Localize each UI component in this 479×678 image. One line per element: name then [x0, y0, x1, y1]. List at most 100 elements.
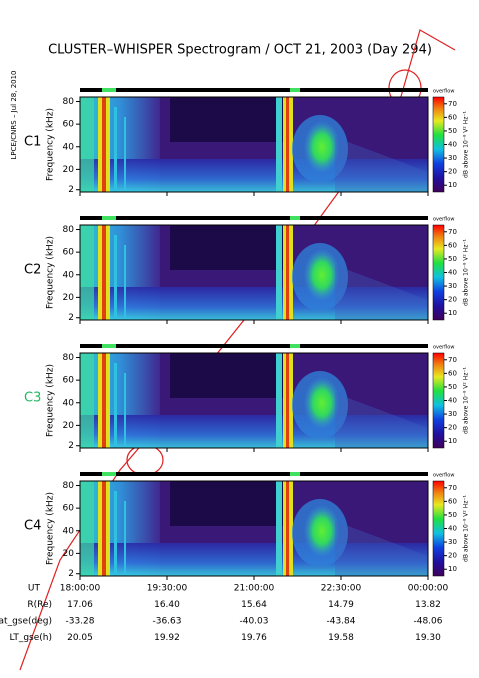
colorbar-tick-label: 10 [448, 565, 457, 573]
status-flag [296, 472, 300, 476]
y-axis-label: Frequency (kHz) [46, 236, 56, 309]
colorbar-tick-label: 20 [448, 552, 457, 560]
ephemeris-cell: 20.05 [67, 633, 93, 643]
ephemeris-cell: 19.58 [328, 633, 354, 643]
colorbar-tick-label: 70 [448, 356, 457, 364]
colorbar-tick-label: 10 [448, 309, 457, 317]
panel-label: C4 [24, 519, 41, 534]
y-tick-label: 80 [63, 225, 75, 235]
status-flag [102, 344, 116, 348]
panel-label: C2 [24, 263, 41, 278]
status-flag [296, 216, 300, 220]
ephemeris-name: R(Re) [27, 600, 52, 610]
y-tick-label: 2 [68, 185, 74, 195]
x-tick-label: 19:30:00 [147, 584, 188, 594]
x-tick-label: 00:00:00 [408, 584, 449, 594]
spectrogram-image [80, 353, 428, 448]
status-flag [290, 344, 296, 348]
ephemeris-cell: 16.40 [154, 600, 180, 610]
colorbar-tick-label: 10 [448, 181, 457, 189]
y-tick-label: 60 [63, 248, 75, 258]
y-tick-label: 60 [63, 376, 75, 386]
x-tick-label: 22:30:00 [321, 584, 362, 594]
colorbar-tick-label: 60 [448, 241, 457, 249]
y-tick-label: 2 [68, 569, 74, 579]
spectrogram-image [80, 481, 428, 576]
y-tick-label: 40 [63, 398, 75, 408]
colorbar-tick-label: 30 [448, 410, 457, 418]
status-flag [102, 88, 116, 92]
y-tick-label: 40 [63, 526, 75, 536]
status-bar [80, 88, 428, 92]
colorbar-tick-label: 70 [448, 100, 457, 108]
colorbar-tick-label: 60 [448, 113, 457, 121]
status-bar [80, 216, 428, 220]
y-tick-label: 40 [63, 270, 75, 280]
colorbar-tick-label: 20 [448, 168, 457, 176]
y-tick-label: 20 [63, 165, 75, 175]
ephemeris-name: LT_gse(h) [10, 633, 52, 643]
colorbar-tick-label: 40 [448, 397, 457, 405]
colorbar-label: dB above 10⁻⁸ V² Hz⁻¹ [463, 494, 470, 561]
y-tick-label: 60 [63, 120, 75, 130]
colorbar-overflow: overflow [433, 473, 454, 479]
colorbar-tick-label: 40 [448, 525, 457, 533]
ephemeris-cell: -48.06 [413, 617, 442, 627]
ephemeris-cell: -36.63 [152, 617, 181, 627]
colorbar-tick-label: 50 [448, 383, 457, 391]
colorbar [432, 480, 445, 577]
status-flag [290, 216, 296, 220]
y-tick-label: 20 [63, 293, 75, 303]
y-tick-label: 20 [63, 421, 75, 431]
colorbar [432, 96, 445, 193]
time-axis-label: UT [28, 584, 41, 594]
colorbar-tick-label: 60 [448, 497, 457, 505]
y-tick-label: 60 [63, 504, 75, 514]
status-flag [102, 472, 116, 476]
colorbar-overflow: overflow [433, 345, 454, 351]
colorbar-tick-label: 20 [448, 424, 457, 432]
ephemeris-cell: 13.82 [415, 600, 441, 610]
colorbar-tick-label: 30 [448, 282, 457, 290]
ephemeris-cell: -33.28 [65, 617, 94, 627]
panel-label: C3 [24, 391, 41, 406]
y-tick-label: 80 [63, 481, 75, 491]
colorbar-label: dB above 10⁻⁸ V² Hz⁻¹ [463, 110, 470, 177]
x-tick-label: 21:00:00 [234, 584, 275, 594]
status-flag [102, 216, 116, 220]
y-axis-label: Frequency (kHz) [46, 492, 56, 565]
colorbar [432, 224, 445, 321]
colorbar-tick-label: 20 [448, 296, 457, 304]
colorbar-tick-label: 50 [448, 127, 457, 135]
status-flag [290, 88, 296, 92]
colorbar-tick-label: 40 [448, 141, 457, 149]
credit: LPCE/CNRS – Jul 28, 2010 [10, 70, 18, 159]
colorbar-overflow: overflow [433, 217, 454, 223]
status-flag [290, 472, 296, 476]
spectrogram-image [80, 97, 428, 192]
y-axis-label: Frequency (kHz) [46, 108, 56, 181]
colorbar-tick-label: 30 [448, 154, 457, 162]
colorbar-label: dB above 10⁻⁸ V² Hz⁻¹ [463, 366, 470, 433]
ephemeris-cell: -40.03 [239, 617, 268, 627]
colorbar-tick-label: 10 [448, 437, 457, 445]
status-flag [296, 344, 300, 348]
colorbar-tick-label: 70 [448, 484, 457, 492]
y-axis-label: Frequency (kHz) [46, 364, 56, 437]
colorbar-tick-label: 70 [448, 228, 457, 236]
y-tick-label: 2 [68, 313, 74, 323]
colorbar-label: dB above 10⁻⁸ V² Hz⁻¹ [463, 238, 470, 305]
y-tick-label: 80 [63, 353, 75, 363]
status-bar [80, 472, 428, 476]
ephemeris-name: Lat_gse(deg) [0, 617, 52, 627]
ephemeris-cell: 14.79 [328, 600, 354, 610]
colorbar-tick-label: 60 [448, 369, 457, 377]
ephemeris-cell: -43.84 [326, 617, 355, 627]
y-tick-label: 20 [63, 549, 75, 559]
title: CLUSTER–WHISPER Spectrogram / OCT 21, 20… [48, 43, 432, 58]
ephemeris-cell: 19.30 [415, 633, 441, 643]
ephemeris-cell: 15.64 [241, 600, 267, 610]
y-tick-label: 2 [68, 441, 74, 451]
panel-label: C1 [24, 135, 41, 150]
